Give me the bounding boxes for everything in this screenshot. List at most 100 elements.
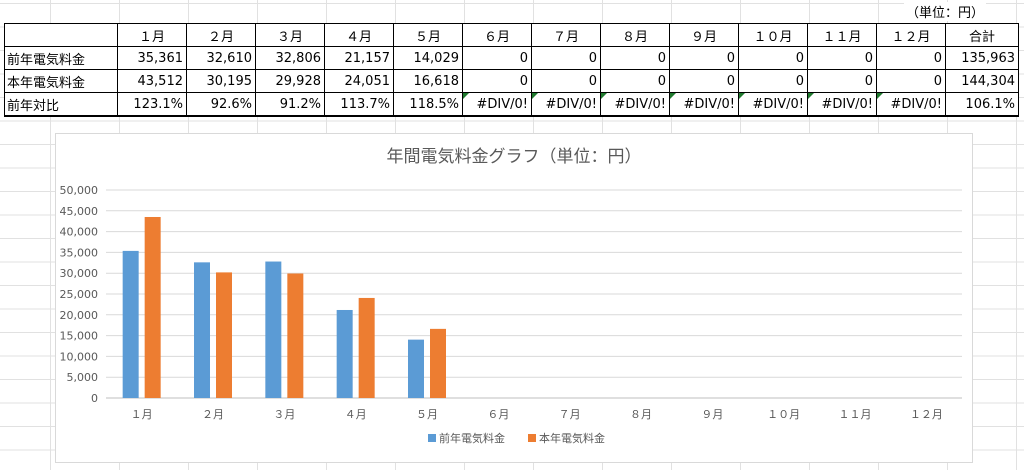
table-cell[interactable]: 24,051 <box>324 69 394 93</box>
bar-prev-year[interactable] <box>336 309 353 398</box>
y-tick-label: 40,000 <box>60 226 99 239</box>
header-total[interactable]: 合計 <box>945 23 1019 47</box>
table-cell[interactable]: 0 <box>876 46 946 70</box>
table-row: 本年電気料金 43,512 30,195 29,928 24,051 16,618 0 0 0 0… <box>4 69 1019 93</box>
y-tick-label: 0 <box>91 392 98 405</box>
table-cell[interactable]: 0 <box>807 69 877 93</box>
table-cell[interactable]: 32,610 <box>186 46 256 70</box>
table-cell[interactable]: 0 <box>669 46 739 70</box>
header-month[interactable]: １０月 <box>738 23 808 47</box>
data-table: １月 ２月 ３月 ４月 ５月 ６月 ７月 ８月 ９月 １０月 １１月 １２月 合計 前年電気料金 35,36… <box>4 23 1019 117</box>
x-tick-label: ５月 <box>416 408 438 421</box>
chart-svg: 年間電気料金グラフ（単位：円） 0 5,000 10,000 15,000 20,000 2… <box>60 147 962 445</box>
x-tick-label: １１月 <box>839 408 872 421</box>
table-cell[interactable]: 16,618 <box>393 69 463 93</box>
table-cell[interactable]: 0 <box>600 69 670 93</box>
table-header-row: １月 ２月 ３月 ４月 ５月 ６月 ７月 ８月 ９月 １０月 １１月 １２月 合計 <box>4 23 1019 47</box>
table-cell[interactable]: #DIV/0! <box>807 92 877 117</box>
bar-this-year[interactable] <box>358 297 375 398</box>
header-month[interactable]: １２月 <box>876 23 946 47</box>
table-cell[interactable]: 0 <box>462 69 532 93</box>
bar-prev-year[interactable] <box>408 339 424 398</box>
table-cell[interactable]: #DIV/0! <box>738 92 808 117</box>
bar-this-year[interactable] <box>144 216 161 398</box>
table-cell[interactable]: 29,928 <box>255 69 325 93</box>
bar-this-year[interactable] <box>287 273 304 398</box>
table-cell[interactable]: #DIV/0! <box>876 92 946 117</box>
table-row: 前年電気料金 35,361 32,610 32,806 21,157 14,029 0 0 0 0… <box>4 46 1019 70</box>
y-tick-label: 35,000 <box>60 246 99 259</box>
table-row: 前年対比 123.1% 92.6% 91.2% 113.7% 118.5% #DIV/0! #… <box>4 92 1019 117</box>
x-tick-label: ９月 <box>701 408 723 421</box>
header-month[interactable]: ５月 <box>393 23 463 47</box>
x-tick-label: ２月 <box>202 408 224 421</box>
table-cell[interactable]: 0 <box>462 46 532 70</box>
table-cell[interactable]: 21,157 <box>324 46 394 70</box>
table-cell[interactable]: 135,963 <box>945 46 1019 70</box>
table-cell[interactable]: 0 <box>738 46 808 70</box>
row-label[interactable]: 本年電気料金 <box>4 69 118 93</box>
header-month[interactable]: ８月 <box>600 23 670 47</box>
y-tick-label: 50,000 <box>60 184 99 197</box>
y-tick-label: 10,000 <box>60 350 99 363</box>
header-month[interactable]: ６月 <box>462 23 532 47</box>
header-month[interactable]: ３月 <box>255 23 325 47</box>
table-cell[interactable]: 0 <box>807 46 877 70</box>
bar-prev-year[interactable] <box>194 262 210 398</box>
table-cell[interactable]: 30,195 <box>186 69 256 93</box>
table-cell[interactable]: 123.1% <box>117 92 187 117</box>
y-tick-label: 30,000 <box>60 267 99 280</box>
table-cell[interactable]: 0 <box>531 69 601 93</box>
legend-label: 本年電気料金 <box>539 431 605 445</box>
header-month[interactable]: ４月 <box>324 23 394 47</box>
x-tick-label: ６月 <box>487 408 509 421</box>
header-month[interactable]: ７月 <box>531 23 601 47</box>
legend-swatch <box>528 434 536 442</box>
header-month[interactable]: ９月 <box>669 23 739 47</box>
table-cell[interactable]: 91.2% <box>255 92 325 117</box>
table-cell[interactable]: 92.6% <box>186 92 256 117</box>
bar-this-year[interactable] <box>430 328 446 398</box>
legend-swatch <box>428 434 436 442</box>
y-tick-label: 20,000 <box>60 309 99 322</box>
table-cell[interactable]: 144,304 <box>945 69 1019 93</box>
table-cell[interactable]: #DIV/0! <box>669 92 739 117</box>
table-cell[interactable]: 118.5% <box>393 92 463 117</box>
x-tick-label: １２月 <box>910 408 943 421</box>
bar-this-year[interactable] <box>216 272 232 398</box>
table-cell[interactable]: 106.1% <box>945 92 1019 117</box>
header-month[interactable]: １月 <box>117 23 187 47</box>
row-label[interactable]: 前年電気料金 <box>4 46 118 70</box>
table-cell[interactable]: #DIV/0! <box>462 92 532 117</box>
x-tick-label: ３月 <box>273 408 295 421</box>
table-cell[interactable]: 14,029 <box>393 46 463 70</box>
table-corner-cell[interactable] <box>4 23 118 47</box>
table-cell[interactable]: 43,512 <box>117 69 187 93</box>
x-tick-label: ７月 <box>559 408 581 421</box>
bar-prev-year[interactable] <box>265 261 282 398</box>
chart[interactable]: 年間電気料金グラフ（単位：円） 0 5,000 10,000 15,000 20,000 2… <box>55 133 973 463</box>
table-cell[interactable]: #DIV/0! <box>600 92 670 117</box>
table-cell[interactable]: 0 <box>669 69 739 93</box>
y-tick-label: 45,000 <box>60 205 99 218</box>
table-cell[interactable]: 0 <box>600 46 670 70</box>
unit-note: （単位：円） <box>903 2 986 21</box>
table-cell[interactable]: 35,361 <box>117 46 187 70</box>
y-tick-label: 5,000 <box>67 371 99 384</box>
row-label[interactable]: 前年対比 <box>4 92 118 117</box>
table-cell[interactable]: 113.7% <box>324 92 394 117</box>
x-tick-label: ８月 <box>630 408 652 421</box>
table-cell[interactable]: 0 <box>738 69 808 93</box>
header-month[interactable]: １１月 <box>807 23 877 47</box>
legend-label: 前年電気料金 <box>439 431 505 445</box>
x-tick-label: １月 <box>131 408 153 421</box>
y-tick-label: 25,000 <box>60 288 99 301</box>
header-month[interactable]: ２月 <box>186 23 256 47</box>
table-cell[interactable]: 32,806 <box>255 46 325 70</box>
x-tick-label: ４月 <box>345 408 367 421</box>
table-cell[interactable]: 0 <box>876 69 946 93</box>
bar-prev-year[interactable] <box>122 250 139 398</box>
table-cell[interactable]: #DIV/0! <box>531 92 601 117</box>
table-cell[interactable]: 0 <box>531 46 601 70</box>
y-tick-label: 15,000 <box>60 330 99 343</box>
